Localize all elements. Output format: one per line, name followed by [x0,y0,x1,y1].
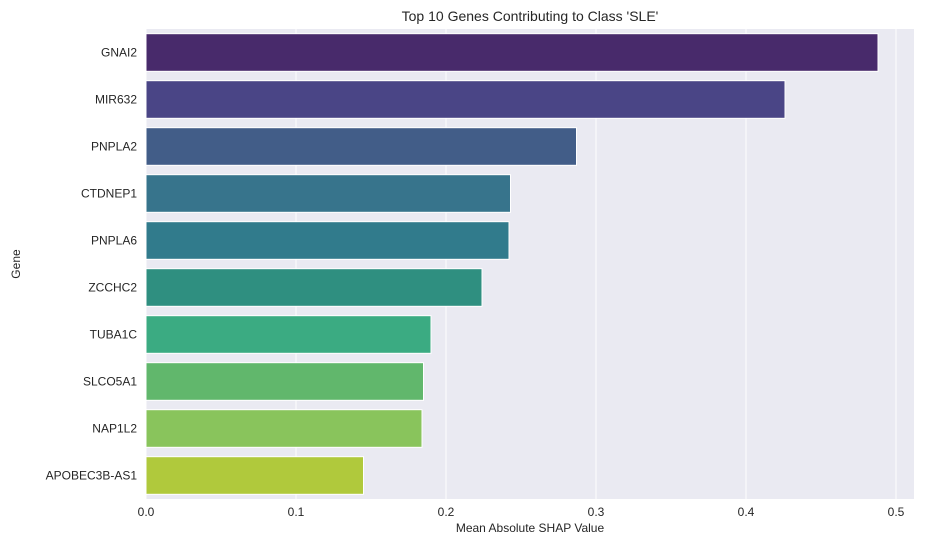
bar-nap1l2 [145,409,423,448]
bar-gnai2 [145,33,879,72]
y-tick-label: SLCO5A1 [83,375,137,389]
y-tick-labels: GNAI2 MIR632 PNPLA2 CTDNEP1 PNPLA6 ZCCHC2 TUBA… [46,46,138,483]
x-tick-label: 0.1 [288,505,305,519]
y-tick-label: GNAI2 [101,46,137,60]
bar-slco5a1 [145,362,424,401]
y-tick-label: APOBEC3B-AS1 [46,469,138,483]
y-axis-label: Gene [9,249,23,279]
bars [145,33,879,495]
bar-pnpla6 [145,221,510,260]
y-tick-label: ZCCHC2 [88,281,137,295]
x-tick-label: 0.5 [888,505,905,519]
chart-title: Top 10 Genes Contributing to Class 'SLE' [402,8,659,24]
y-tick-label: NAP1L2 [92,422,137,436]
y-tick-label: MIR632 [95,93,137,107]
x-tick-label: 0.2 [438,505,455,519]
bar-zcchc2 [145,268,483,307]
y-tick-label: CTDNEP1 [81,187,137,201]
bar-pnpla2 [145,127,577,166]
x-tick-label: 0.0 [138,505,155,519]
x-axis-label: Mean Absolute SHAP Value [456,521,605,535]
x-tick-labels: 0.0 0.1 0.2 0.3 0.4 0.5 [138,505,905,519]
bar-ctdnep1 [145,174,511,213]
y-tick-label: TUBA1C [90,328,138,342]
y-tick-label: PNPLA6 [91,234,137,248]
bar-tuba1c [145,315,432,354]
x-tick-label: 0.4 [738,505,755,519]
bar-mir632 [145,80,786,119]
x-tick-label: 0.3 [588,505,605,519]
y-tick-label: PNPLA2 [91,140,137,154]
bar-apobec3b-as1 [145,456,364,495]
